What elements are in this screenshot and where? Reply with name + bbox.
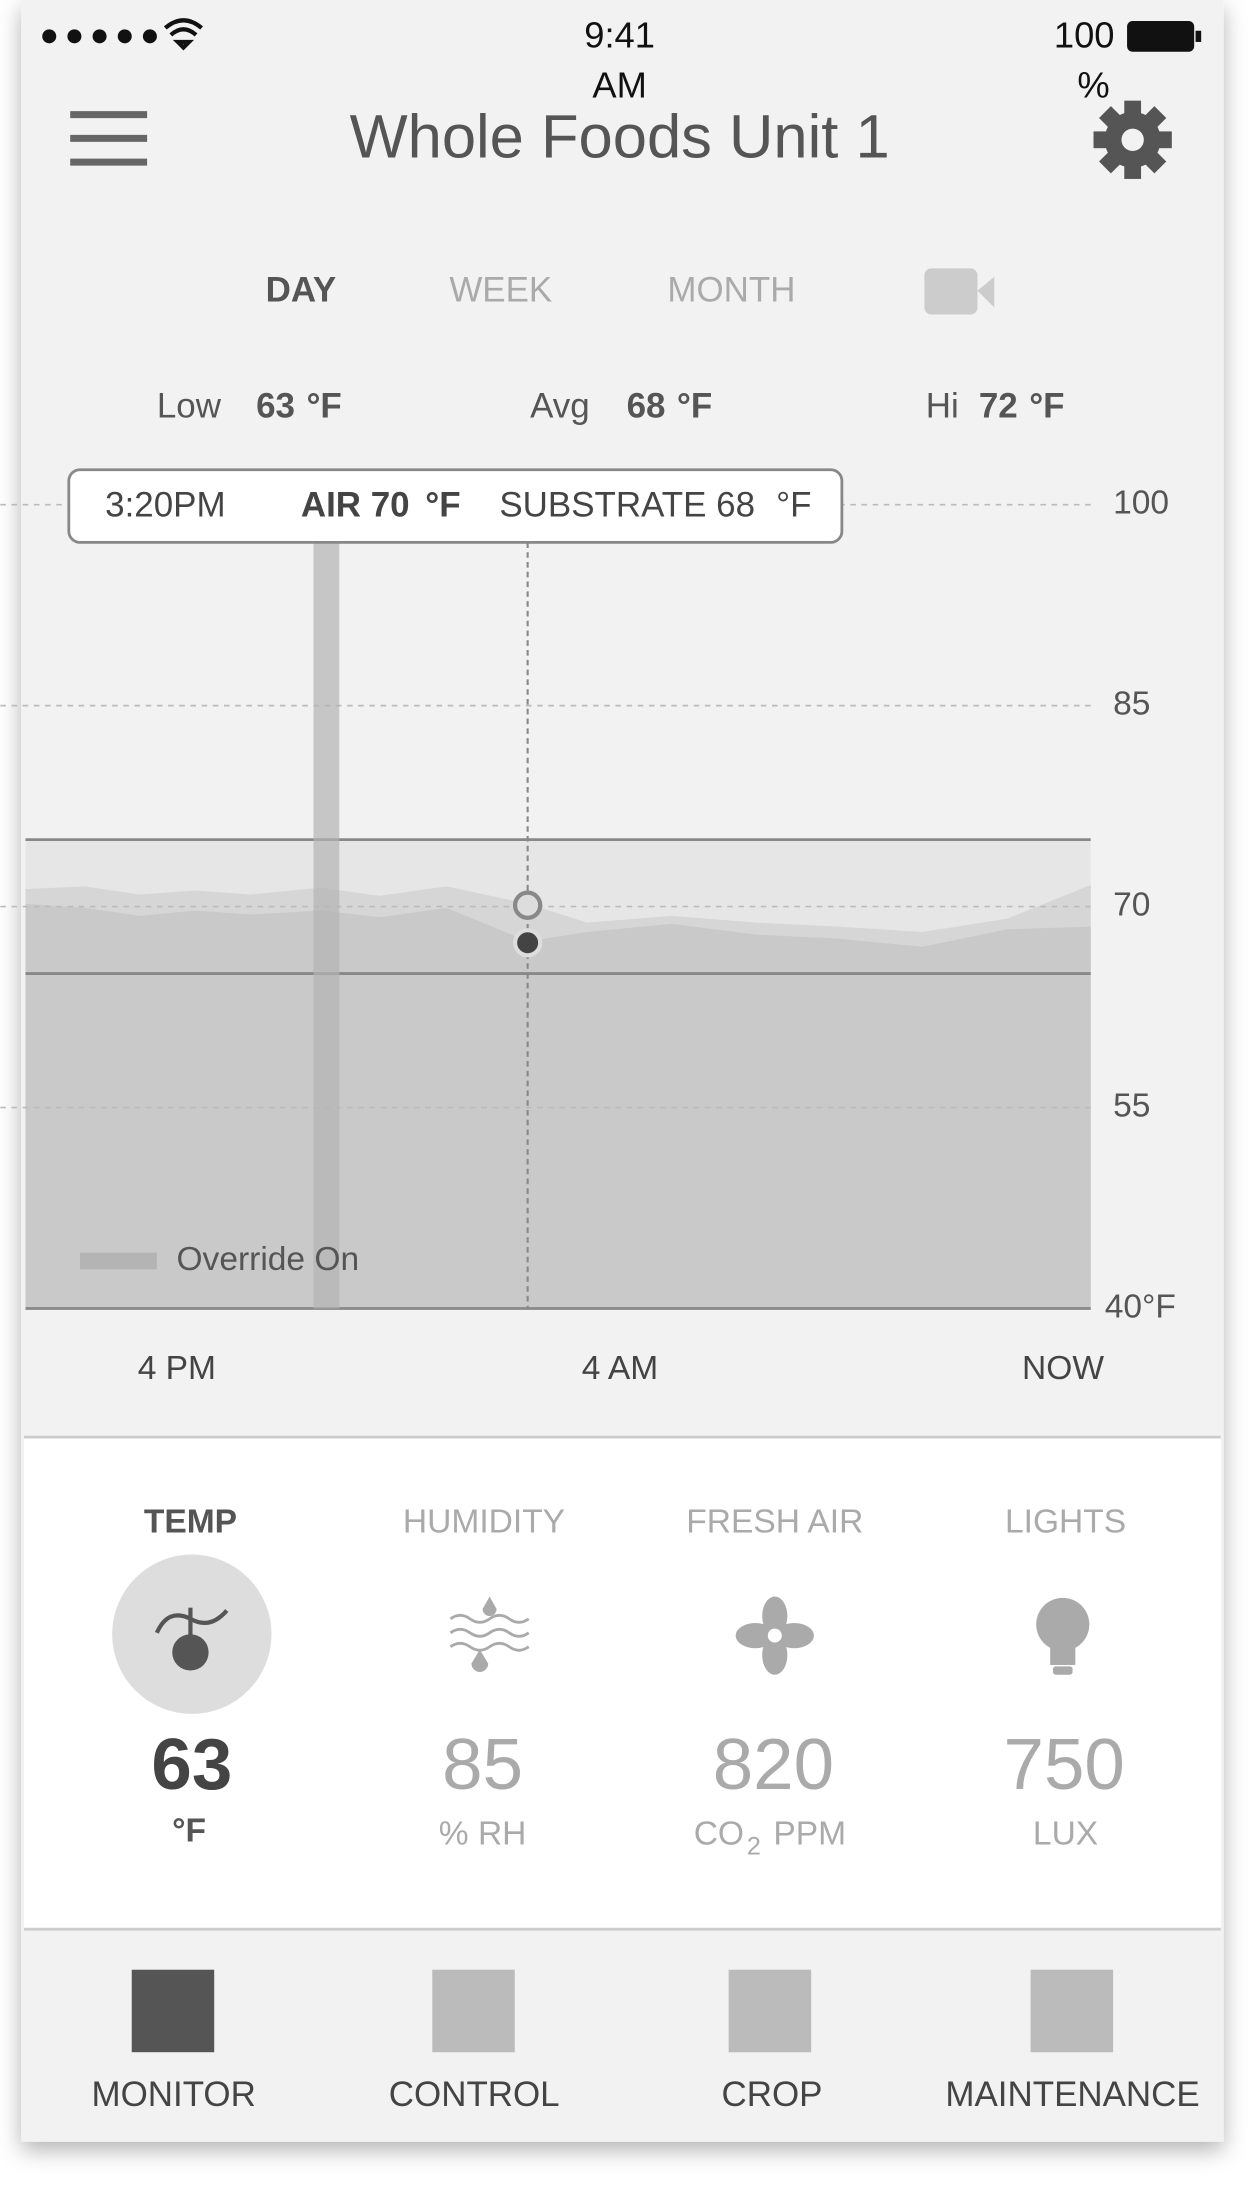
battery-level: 100 — [1054, 14, 1115, 55]
chart: 100 85 70 55 40°F Override On 4 PM 4 AM NOW — [0, 485, 1176, 1387]
status-time: 9:41 — [584, 14, 655, 55]
tooltip-air-unit: °F — [425, 486, 460, 525]
metric-label: HUMIDITY — [403, 1504, 565, 1541]
metric-fresh-air[interactable]: FRESH AIR 820 CO 2 PPM — [686, 1504, 863, 1861]
humidity-icon — [449, 1596, 530, 1672]
cursor-dot — [512, 928, 543, 958]
y-tick-label: 100 — [1113, 485, 1169, 522]
wifi-icon — [163, 18, 203, 51]
nav-item[interactable]: MONITOR — [91, 1969, 256, 2114]
bulb-icon — [1036, 1597, 1090, 1675]
stat-label: Avg — [530, 386, 590, 425]
override-bar — [313, 542, 340, 1309]
metric-humidity[interactable]: HUMIDITY 85 % RH — [403, 1504, 565, 1853]
metric-unit: LUX — [1033, 1815, 1098, 1852]
x-tick-label: NOW — [1022, 1350, 1104, 1387]
tooltip: 3:20PM AIR 70 °F SUBSTRATE 68 °F — [67, 468, 844, 544]
y-tick-label: 55 — [1113, 1087, 1150, 1124]
tooltip-air: AIR 70 — [301, 486, 410, 525]
settings-button[interactable] — [1077, 84, 1188, 195]
y-tick-label: 85 — [1113, 685, 1150, 722]
stat-label: Low — [157, 386, 222, 425]
tab[interactable]: MONTH — [667, 270, 795, 309]
video-button[interactable] — [924, 268, 995, 315]
metric-unit: % RH — [439, 1815, 527, 1852]
battery-unit: % — [1077, 65, 1109, 106]
stats: Low 63 °F Avg 68 °F Hi 72 °F — [157, 386, 1065, 425]
temp-icon — [154, 1607, 229, 1671]
x-tick-label: 4 PM — [138, 1350, 216, 1387]
metric-temp[interactable]: TEMP 63 °F — [112, 1504, 272, 1850]
stat-unit: °F — [677, 386, 712, 425]
nav-label: MAINTENANCE — [945, 2075, 1199, 2114]
tooltip-substrate: SUBSTRATE 68 — [499, 486, 755, 525]
metric-unit-suffix: PPM — [773, 1815, 846, 1852]
y-tick-label: 70 — [1113, 886, 1150, 923]
tab[interactable]: DAY — [266, 270, 337, 309]
metric-label: LIGHTS — [1005, 1504, 1126, 1541]
stat-label: Hi — [926, 386, 959, 425]
metric-unit: CO — [694, 1815, 744, 1852]
stat-unit: °F — [306, 386, 341, 425]
tab[interactable]: WEEK — [449, 270, 552, 309]
legend-label: Override On — [176, 1241, 359, 1278]
stat-value: 68 — [627, 386, 666, 425]
status-period: AM — [592, 65, 647, 106]
y-tick-label: 40°F — [1105, 1288, 1176, 1325]
cursor-dot — [512, 890, 543, 920]
metric-unit: °F — [172, 1813, 206, 1850]
tooltip-substrate-unit: °F — [776, 486, 811, 525]
x-tick-label: 4 AM — [582, 1350, 658, 1387]
nav-label: CONTROL — [389, 2075, 560, 2114]
metric-value: 750 — [1004, 1724, 1125, 1805]
area-line — [25, 885, 1092, 935]
legend-swatch — [80, 1252, 157, 1270]
nav-item[interactable]: MAINTENANCE — [945, 1969, 1200, 2114]
metric-value: 85 — [442, 1724, 523, 1805]
fan-icon — [735, 1596, 814, 1675]
area-line — [25, 903, 1091, 950]
stat-value: 72 — [979, 386, 1018, 425]
metric-lights[interactable]: LIGHTS 750 LUX — [1004, 1504, 1127, 1853]
metric-value: 63 — [151, 1724, 232, 1805]
nav-item[interactable]: CROP — [722, 1969, 823, 2114]
header-title: Whole Foods Unit 1 — [350, 102, 890, 171]
signal — [42, 29, 157, 44]
menu-button[interactable] — [70, 111, 148, 166]
nav-item[interactable]: CONTROL — [389, 1969, 560, 2114]
metric-unit-sub: 2 — [747, 1833, 761, 1861]
metric-label: TEMP — [144, 1504, 237, 1541]
nav-label: MONITOR — [91, 2075, 255, 2114]
stat-value: 63 — [256, 386, 295, 425]
battery-icon — [1127, 20, 1202, 52]
tooltip-time: 3:20PM — [105, 486, 225, 525]
metric-value: 820 — [713, 1724, 834, 1805]
area-fill — [25, 905, 1091, 1309]
stat-unit: °F — [1029, 386, 1064, 425]
metric-label: FRESH AIR — [686, 1504, 863, 1541]
nav-label: CROP — [722, 2075, 823, 2114]
